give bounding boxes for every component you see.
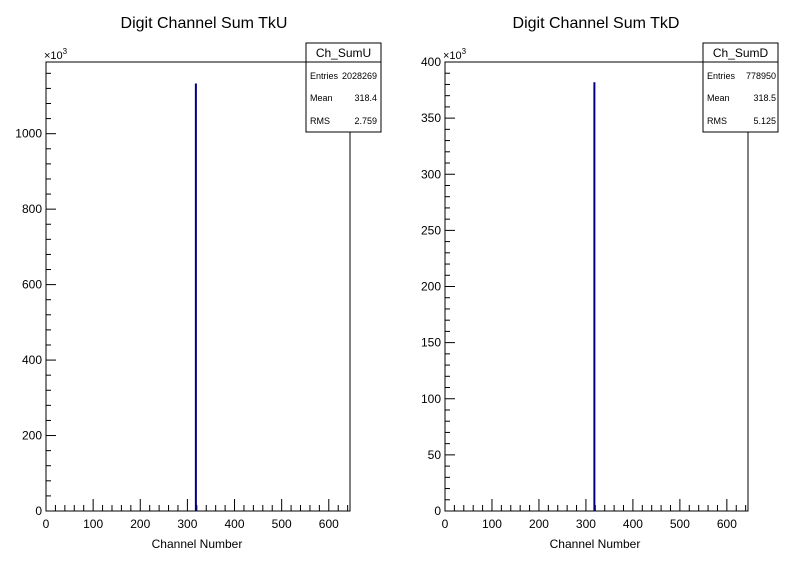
y-tick-label: 200 xyxy=(22,429,42,443)
y-tick-label: 200 xyxy=(421,280,441,294)
y-exponent-power: 3 xyxy=(462,47,467,56)
y-tick-label: 800 xyxy=(22,202,42,216)
x-tick-label: 100 xyxy=(482,517,502,531)
y-tick-label: 0 xyxy=(434,504,441,518)
stats-box-name: Ch_SumU xyxy=(316,46,371,60)
stats-value: 778950 xyxy=(746,71,776,81)
y-tick-label: 100 xyxy=(421,392,441,406)
x-tick-label: 400 xyxy=(623,517,643,531)
x-tick-label: 600 xyxy=(319,517,339,531)
y-tick-label: 250 xyxy=(421,223,441,237)
stats-label: Entries xyxy=(310,71,339,81)
x-tick-label: 400 xyxy=(225,517,245,531)
y-tick-label: 0 xyxy=(35,504,42,518)
stats-box-frame xyxy=(702,42,779,133)
plot-area: 0 100 200 300 400 500 600 0 200 400 600 800 1000 xyxy=(15,61,351,531)
stats-value: 318.4 xyxy=(354,93,377,103)
y-tick-label: 400 xyxy=(421,55,441,69)
y-exponent-base: ×10 xyxy=(443,50,462,62)
y-tick-label: 1000 xyxy=(15,127,42,141)
y-tick-label: 300 xyxy=(421,167,441,181)
x-tick-label: 0 xyxy=(442,517,449,531)
x-tick-label: 500 xyxy=(272,517,292,531)
stats-label: Entries xyxy=(707,71,736,81)
x-tick-label: 600 xyxy=(717,517,737,531)
chart-title: Digit Channel Sum TkU xyxy=(121,15,288,32)
x-tick-label: 300 xyxy=(177,517,197,531)
x-tick-label: 500 xyxy=(670,517,690,531)
stats-box-name: Ch_SumD xyxy=(713,46,769,60)
plot-area: 0 100 200 300 400 500 600 0 50 100 150 200 250 300 350… xyxy=(421,55,749,531)
stats-label: RMS xyxy=(707,116,727,126)
stats-value: 5.125 xyxy=(753,116,776,126)
stats-box-frame xyxy=(305,42,382,133)
y-exponent-label: ×103 xyxy=(443,47,467,62)
stats-box: Ch_SumU Entries 2028269 Mean 318.4 RMS 2… xyxy=(305,42,382,133)
stats-box: Ch_SumD Entries 778950 Mean 318.5 RMS 5.… xyxy=(702,42,779,133)
y-tick-label: 350 xyxy=(421,111,441,125)
y-tick-label: 50 xyxy=(428,448,442,462)
y-exponent-label: ×103 xyxy=(44,47,68,62)
stats-value: 2.759 xyxy=(354,116,377,126)
y-tick-label: 400 xyxy=(22,353,42,367)
stats-label: Mean xyxy=(707,93,730,103)
x-axis-label: Channel Number xyxy=(550,537,641,551)
stats-label: RMS xyxy=(310,116,330,126)
chart-panel-right: Digit Channel Sum TkD 0 100 200 300 400 500 60… xyxy=(421,15,779,551)
x-tick-label: 200 xyxy=(130,517,150,531)
plot-frame xyxy=(45,61,351,512)
y-exponent-base: ×10 xyxy=(44,50,63,62)
x-tick-label: 300 xyxy=(576,517,596,531)
x-tick-label: 200 xyxy=(529,517,549,531)
chart-title: Digit Channel Sum TkD xyxy=(513,15,680,32)
stats-value: 2028269 xyxy=(342,71,377,81)
x-tick-label: 0 xyxy=(43,517,50,531)
y-tick-label: 150 xyxy=(421,336,441,350)
chart-panel-left: Digit Channel Sum TkU 0 100 200 300 400 500 60… xyxy=(15,15,382,551)
x-axis-label: Channel Number xyxy=(152,537,243,551)
stats-label: Mean xyxy=(310,93,333,103)
stats-value: 318.5 xyxy=(753,93,776,103)
x-tick-label: 100 xyxy=(83,517,103,531)
y-tick-label: 600 xyxy=(22,278,42,292)
y-exponent-power: 3 xyxy=(63,47,68,56)
